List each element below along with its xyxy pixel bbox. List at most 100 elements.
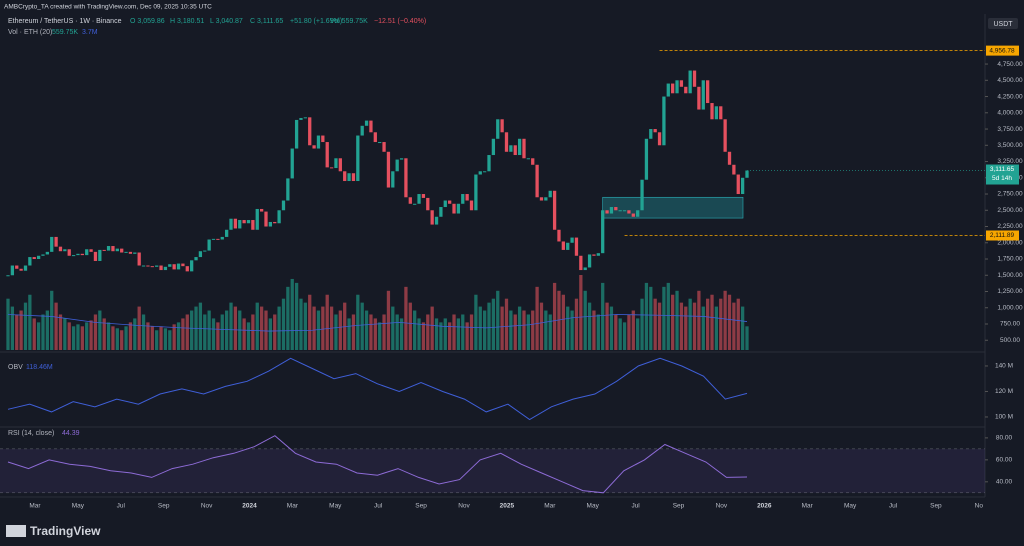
volume-bar [259, 306, 264, 350]
candle [434, 216, 439, 225]
candle [356, 135, 360, 182]
candle [649, 129, 653, 139]
candle [684, 86, 688, 94]
candle [111, 246, 115, 252]
obv-line [7, 357, 748, 421]
candle [364, 120, 369, 126]
x-tick-label: No [975, 503, 984, 510]
candle [618, 210, 622, 212]
candle [141, 265, 146, 267]
candle [666, 83, 670, 97]
vol-legend-value: 559.75K [52, 29, 78, 36]
candle [15, 265, 19, 269]
vol-value: Vol 559.75K [330, 18, 368, 25]
volume-bar [36, 322, 41, 350]
candle [85, 249, 89, 256]
volume-bar [417, 318, 421, 350]
volume-bar [246, 322, 251, 350]
candle [482, 171, 487, 173]
candle [10, 265, 15, 276]
volume-bar [404, 286, 408, 350]
level-label-box [986, 230, 1019, 241]
currency-box[interactable] [988, 18, 1018, 29]
candle [76, 253, 80, 256]
candle [671, 83, 675, 94]
candle [487, 155, 491, 172]
y-tick-label: 80.00 [996, 435, 1013, 442]
x-tick-label: Sep [415, 503, 427, 510]
candle [517, 138, 522, 156]
candle [172, 264, 176, 270]
volume-bar [627, 314, 631, 350]
candle [601, 210, 605, 254]
x-tick-label: Nov [458, 503, 470, 510]
volume-bar [41, 314, 45, 350]
volume-bar [146, 322, 150, 350]
volume-bar [688, 298, 692, 350]
volume-bar [487, 302, 491, 350]
x-tick-label: Mar [287, 503, 299, 510]
candle [745, 170, 749, 178]
volume-bar [185, 314, 189, 350]
countdown: 5d 14h [992, 175, 1012, 182]
candle [474, 174, 478, 211]
candle [128, 251, 133, 254]
volume-bar [207, 310, 211, 350]
volume-bar [181, 318, 185, 350]
volume-bar [343, 302, 347, 350]
volume-bar [456, 318, 461, 350]
currency[interactable]: USDT [993, 21, 1013, 28]
candle [426, 197, 430, 211]
candle [382, 142, 386, 152]
volume-bar [666, 282, 670, 350]
candle [286, 178, 290, 201]
candle [417, 194, 421, 204]
candle [150, 266, 154, 268]
volume-bar [552, 282, 557, 350]
volume-bar [736, 298, 740, 350]
candle [587, 254, 592, 268]
volume-bar [557, 290, 561, 350]
candle [539, 197, 544, 201]
volume-bar [312, 306, 316, 350]
volume-bar [675, 290, 679, 350]
candle [574, 237, 579, 256]
volume-bar [28, 294, 32, 350]
y-tick-label: 4,250.00 [997, 93, 1023, 100]
candle [675, 80, 679, 94]
volume-bar [299, 298, 303, 350]
candle [701, 80, 705, 110]
candle [452, 203, 456, 214]
candle [194, 257, 198, 261]
candle [465, 194, 469, 201]
candle [496, 119, 500, 139]
volume-bar [579, 275, 583, 350]
volume-bar [369, 314, 373, 350]
candle [294, 119, 299, 149]
volume-bar [159, 326, 163, 350]
y-tick-label: 40.00 [996, 479, 1013, 486]
candle [500, 119, 504, 133]
ohlc-value: L 3,040.87 [210, 18, 243, 25]
volume-bar [6, 298, 10, 350]
candle [727, 151, 732, 165]
volume-bar [482, 310, 487, 350]
candle [185, 266, 189, 272]
x-tick-label: May [72, 503, 85, 510]
volume-bar [592, 310, 596, 350]
volume-bar [277, 306, 281, 350]
candle [146, 265, 150, 267]
volume-bar [76, 324, 80, 350]
volume-bar [618, 318, 622, 350]
candle [378, 142, 382, 144]
volume-bar [465, 322, 469, 350]
volume-bar [413, 310, 417, 350]
candle [303, 117, 307, 119]
candle [657, 132, 662, 146]
volume-bar [692, 302, 697, 350]
ohlc-value: C 3,111.65 [250, 18, 283, 25]
volume-bar [535, 286, 539, 350]
candle [478, 171, 482, 175]
y-tick-label: 4,000.00 [997, 110, 1023, 117]
candle [207, 239, 211, 251]
